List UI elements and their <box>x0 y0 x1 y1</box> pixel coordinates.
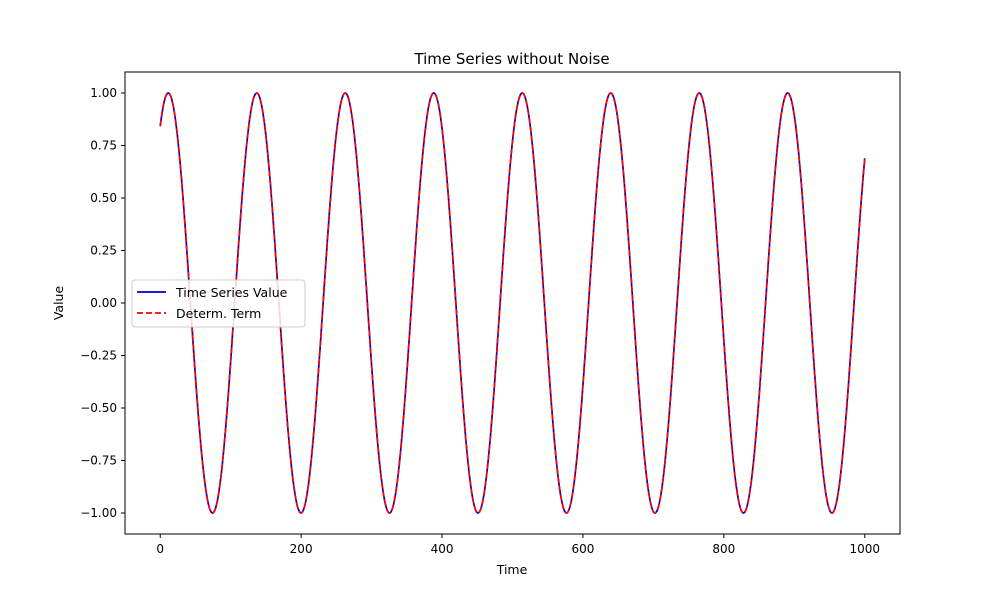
x-tick-label: 600 <box>572 542 595 556</box>
y-tick-label: 1.00 <box>90 86 117 100</box>
legend-label-determ-term: Determ. Term <box>176 306 261 321</box>
x-axis: 0 200 400 600 800 1000 <box>156 534 880 556</box>
y-tick-label: −1.00 <box>80 506 117 520</box>
y-tick-label: −0.75 <box>80 454 117 468</box>
x-tick-label: 1000 <box>849 542 880 556</box>
legend-box <box>131 279 306 328</box>
y-tick-label: −0.25 <box>80 349 117 363</box>
x-tick-label: 800 <box>712 542 735 556</box>
y-tick-label: 0.25 <box>90 244 117 258</box>
x-axis-label: Time <box>496 562 528 577</box>
chart-title: Time Series without Noise <box>413 50 609 68</box>
legend: Time Series Value Determ. Term <box>131 279 306 328</box>
y-tick-label: 0.75 <box>90 139 117 153</box>
y-tick-label: −0.50 <box>80 401 117 415</box>
y-axis-label: Value <box>51 286 66 321</box>
x-tick-label: 0 <box>156 542 164 556</box>
y-tick-label: 0.50 <box>90 191 117 205</box>
series-line-determ-term <box>159 92 866 514</box>
x-tick-label: 200 <box>290 542 313 556</box>
y-tick-label: 0.00 <box>90 296 117 310</box>
x-tick-label: 400 <box>431 542 454 556</box>
y-axis: −1.00 −0.75 −0.50 −0.25 0.00 0.25 0.50 0.75 1.00 <box>80 86 125 520</box>
legend-label-time-series-value: Time Series Value <box>175 285 288 300</box>
